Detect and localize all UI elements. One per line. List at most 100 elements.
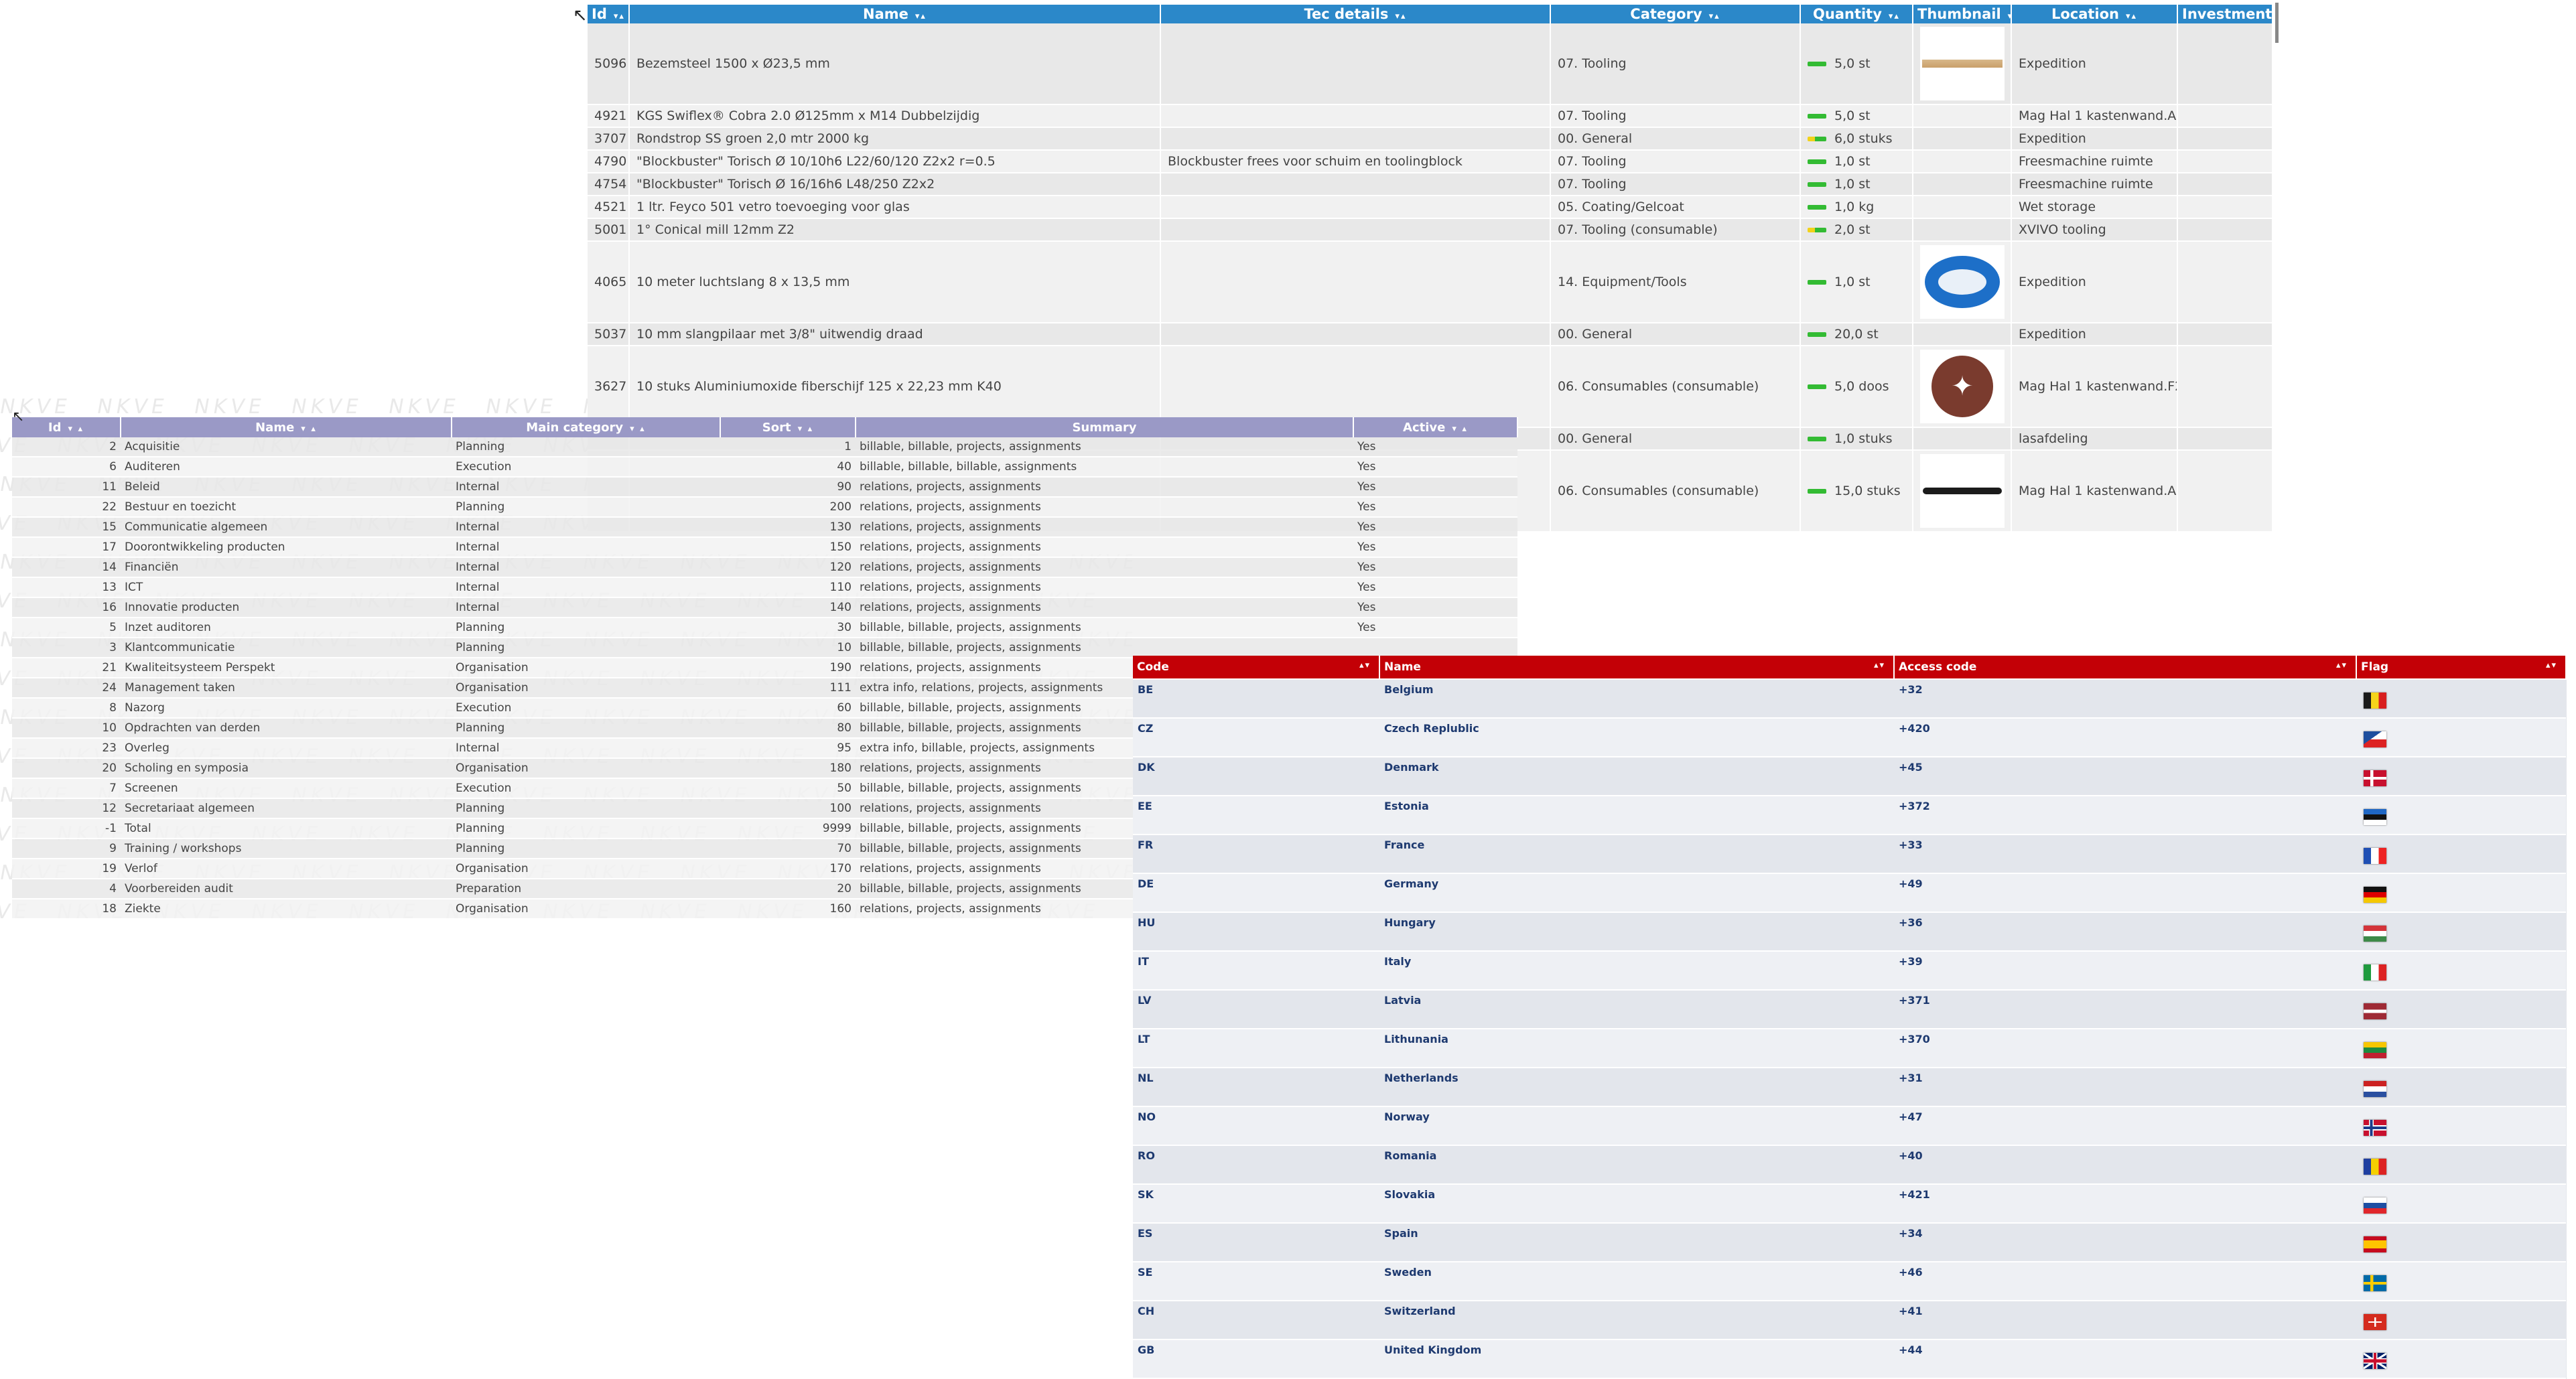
article-row[interactable]: 4521 1 ltr. Feyco 501 vetro toevoeging vo… [588, 196, 2273, 219]
col-header-name[interactable]: Name ▾ ▴ [121, 417, 452, 437]
article-row[interactable]: 3707 Rondstrop SS groen 2,0 mtr 2000 kg 00… [588, 127, 2273, 151]
activity-row[interactable]: 13 ICT Internal 110 relations, projects, ass… [12, 577, 1517, 598]
article-row[interactable]: 3627 10 stuks Aluminiumoxide fiberschijf … [588, 346, 2273, 428]
col-header-tec-details[interactable]: Tec details ▾▴ [1160, 5, 1551, 23]
disc-image[interactable]: ✦ [1920, 350, 2005, 423]
article-thumbnail[interactable] [1913, 127, 2012, 151]
article-thumbnail[interactable] [1913, 427, 2012, 451]
article-row[interactable]: 5001 1° Conical mill 12mm Z2 07. Tooling (… [588, 218, 2273, 242]
activity-row[interactable]: 6 Auditeren Execution 40 billable, billable,… [12, 457, 1517, 478]
article-thumbnail[interactable] [1913, 23, 2012, 105]
col-header-main-category[interactable]: Main category ▾ ▴ [452, 417, 721, 437]
article-row[interactable]: 5037 10 mm slangpilaar met 3/8" uitwendig… [588, 323, 2273, 346]
article-thumbnail[interactable] [1913, 218, 2012, 242]
sort-icon[interactable]: ▴▾ [2545, 660, 2557, 670]
country-row[interactable]: LV Latvia +371 [1133, 990, 2566, 1029]
sort-icon[interactable]: ▾ ▴ [1452, 423, 1468, 434]
article-row[interactable]: 4754 "Blockbuster" Torisch Ø 16/16h6 L48/… [588, 173, 2273, 196]
sort-icon[interactable]: ▾▴ [2125, 11, 2138, 21]
country-row[interactable]: DK Denmark +45 [1133, 757, 2566, 796]
country-row[interactable]: CZ Czech Replublic +420 [1133, 718, 2566, 757]
activity-main-category: Execution [452, 698, 720, 719]
activity-name: Innovatie producten [121, 597, 452, 618]
country-row[interactable]: NO Norway +47 [1133, 1106, 2566, 1146]
article-thumbnail[interactable]: ✦ [1913, 346, 2012, 428]
sort-icon[interactable]: ▾▴ [1395, 11, 1407, 21]
sort-icon[interactable]: ▾ [2008, 11, 2010, 21]
country-row[interactable]: RO Romania +40 [1133, 1145, 2566, 1185]
sort-icon[interactable]: ▾▴ [914, 11, 927, 21]
activity-row[interactable]: 22 Bestuur en toezicht Planning 200 relation… [12, 497, 1517, 518]
country-row[interactable]: NL Netherlands +31 [1133, 1068, 2566, 1107]
stick-image[interactable] [1920, 27, 2005, 100]
col-header-location[interactable]: Location ▾▴ [2011, 5, 2178, 23]
article-thumbnail[interactable] [1913, 196, 2012, 219]
country-row[interactable]: DE Germany +49 [1133, 873, 2566, 913]
activity-row[interactable]: 12 Secretariaat algemeen Planning 100 relati… [12, 798, 1517, 819]
germany-flag-icon [2364, 887, 2386, 903]
country-row[interactable]: FR France +33 [1133, 834, 2566, 874]
sort-icon[interactable]: ▾ ▴ [797, 423, 814, 434]
hose-image[interactable] [1920, 245, 2005, 319]
activity-row[interactable]: 15 Communicatie algemeen Internal 130 relati… [12, 517, 1517, 538]
col-header-active[interactable]: Active ▾ ▴ [1353, 417, 1518, 437]
article-investment [2177, 346, 2273, 428]
col-header-name[interactable]: Name ▴▾ [1379, 656, 1895, 680]
country-row[interactable]: SK Slovakia +421 [1133, 1184, 2566, 1224]
activity-row[interactable]: 11 Beleid Internal 90 relations, projects, a… [12, 477, 1517, 498]
activity-sort: 190 [720, 658, 856, 678]
country-row[interactable]: IT Italy +39 [1133, 951, 2566, 991]
col-header-id[interactable]: Id ▾▴ [588, 5, 630, 23]
activity-row[interactable]: 3 Klantcommunicatie Planning 10 billable, bi… [12, 638, 1517, 658]
article-thumbnail[interactable] [1913, 173, 2012, 196]
col-header-category[interactable]: Category ▾▴ [1550, 5, 1801, 23]
article-row[interactable]: 4790 "Blockbuster" Torisch Ø 10/10h6 L22/… [588, 150, 2273, 173]
sort-icon[interactable]: ▾ ▴ [301, 423, 317, 434]
article-id: 3707 [588, 127, 630, 151]
vertical-scrollbar[interactable] [2275, 3, 2279, 43]
col-header-summary[interactable]: Summary [856, 417, 1354, 437]
article-row[interactable]: 4065 10 meter luchtslang 8 x 13,5 mm 14. E… [588, 241, 2273, 323]
col-header-code[interactable]: Code ▴▾ [1133, 656, 1380, 680]
sort-icon[interactable]: ▾ ▴ [68, 423, 84, 434]
col-header-name[interactable]: Name ▾▴ [629, 5, 1161, 23]
strip-image[interactable] [1920, 454, 2005, 528]
country-row[interactable]: HU Hungary +36 [1133, 912, 2566, 952]
country-row[interactable]: EE Estonia +372 [1133, 796, 2566, 835]
country-row[interactable]: ES Spain +34 [1133, 1223, 2566, 1262]
activity-row[interactable]: 17 Doorontwikkeling producten Internal 150 r… [12, 537, 1517, 558]
sort-icon[interactable]: ▾▴ [1888, 11, 1900, 21]
sort-icon[interactable]: ▾ ▴ [630, 423, 646, 434]
activity-row[interactable]: 5 Inzet auditoren Planning 30 billable, bill… [12, 618, 1517, 638]
col-header-thumbnail[interactable]: Thumbnail▾ [1913, 5, 2012, 23]
sort-icon[interactable]: ▴▾ [1359, 660, 1371, 670]
article-thumbnail[interactable] [1913, 104, 2012, 128]
sort-icon[interactable]: ▾▴ [1708, 11, 1720, 21]
col-header-access-code[interactable]: Access code ▴▾ [1894, 656, 2357, 680]
country-row[interactable]: LT Lithunania +370 [1133, 1029, 2566, 1068]
col-header-quantity[interactable]: Quantity ▾▴ [1800, 5, 1913, 23]
activity-row[interactable]: 2 Acquisitie Planning 1 billable, billable, … [12, 437, 1517, 457]
article-thumbnail[interactable] [1913, 241, 2012, 323]
activity-row[interactable]: 14 Financiën Internal 120 relations, project… [12, 557, 1517, 578]
col-header-id[interactable]: Id ▾ ▴ [12, 417, 121, 437]
article-thumbnail[interactable] [1913, 323, 2012, 346]
col-header-investment[interactable]: Investment▾▴ [2177, 5, 2273, 23]
activity-row[interactable]: 16 Innovatie producten Internal 140 relation… [12, 597, 1517, 618]
sort-icon[interactable]: ▴▾ [2335, 660, 2348, 670]
country-name: Estonia [1379, 796, 1894, 835]
article-row[interactable]: 4921 KGS Swiflex® Cobra 2.0 Ø125mm x M14 … [588, 104, 2273, 128]
sort-icon[interactable]: ▴▾ [1873, 660, 1885, 670]
country-row[interactable]: CH Switzerland +41 [1133, 1301, 2566, 1340]
country-row[interactable]: BE Belgium +32 [1133, 679, 2566, 719]
col-header-sort[interactable]: Sort ▾ ▴ [720, 417, 856, 437]
country-row[interactable]: SE Sweden +46 [1133, 1262, 2566, 1301]
col-header-flag[interactable]: Flag ▴▾ [2356, 656, 2567, 680]
article-thumbnail[interactable] [1913, 450, 2012, 532]
article-category: 00. General [1550, 323, 1801, 346]
article-row[interactable]: 5096 Bezemsteel 1500 x Ø23,5 mm 07. Toolin… [588, 23, 2273, 105]
article-name: KGS Swiflex® Cobra 2.0 Ø125mm x M14 Dubb… [629, 104, 1161, 128]
sort-icon[interactable]: ▾▴ [613, 11, 625, 21]
country-row[interactable]: GB United Kingdom +44 [1133, 1339, 2566, 1379]
article-thumbnail[interactable] [1913, 150, 2012, 173]
